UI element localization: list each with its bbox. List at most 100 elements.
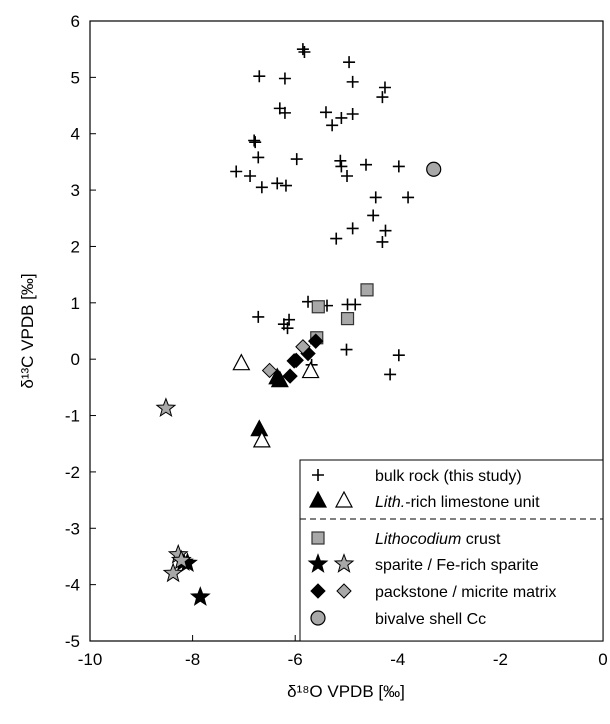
data-point (349, 298, 362, 311)
x-tick-label: -4 (390, 650, 405, 669)
legend-text: -rich limestone unit (405, 494, 540, 511)
data-point (261, 362, 278, 379)
legend-symbols (307, 469, 355, 626)
legend-entries: bulk rock (this study) Lith.-rich limesto… (375, 468, 556, 628)
y-tick-label: -1 (65, 407, 80, 426)
data-point (426, 161, 442, 177)
data-point (311, 300, 325, 314)
legend-entry-label: Lithocodium crust (375, 531, 501, 548)
data-point (376, 91, 389, 104)
data-point (282, 368, 298, 384)
data-point (376, 235, 389, 248)
data-point (253, 70, 266, 83)
data-point (244, 170, 257, 182)
legend-symbol (336, 583, 352, 599)
legend-italic-text: Lithocodium (375, 531, 461, 548)
data-point (279, 179, 292, 192)
data-point (335, 111, 348, 124)
data-point (277, 318, 290, 331)
data-point (346, 108, 359, 120)
legend-text: packstone / micrite matrix (375, 584, 556, 601)
legend-symbol (312, 469, 324, 481)
data-point (392, 349, 405, 362)
data-point (296, 43, 309, 56)
data-point (402, 191, 415, 204)
data-point (278, 106, 291, 119)
data-point (326, 119, 339, 132)
x-axis-ticks: -10 -8 -6 -4 -2 0 (78, 635, 608, 669)
legend-symbol (309, 490, 327, 508)
legend-text: bulk rock (this study) (375, 468, 522, 485)
data-point (343, 56, 356, 69)
data-point (334, 154, 347, 167)
x-tick-label: -6 (288, 650, 303, 669)
data-point (268, 367, 287, 385)
data-point (346, 75, 359, 88)
data-point (367, 209, 380, 222)
data-point (252, 310, 265, 323)
legend-symbol (310, 610, 326, 626)
data-point (248, 134, 261, 147)
data-point (301, 361, 320, 379)
series-group (155, 397, 192, 583)
y-axis-label: δ¹³C VPDB [‰] (18, 273, 37, 388)
data-point (369, 191, 382, 204)
series-group (310, 283, 374, 345)
data-point (249, 136, 262, 149)
legend-entry-label: bivalve shell Cc (375, 611, 486, 628)
legend: bulk rock (this study) Lith.-rich limesto… (299, 459, 604, 642)
legend-symbol (310, 583, 326, 599)
x-axis-label: δ¹⁸O VPDB [‰] (287, 682, 405, 701)
y-tick-label: 5 (71, 68, 80, 87)
data-point (319, 106, 332, 119)
data-point (335, 160, 348, 173)
legend-text: sparite / Fe-rich sparite (375, 557, 539, 574)
data-point (346, 222, 359, 235)
data-point (288, 352, 304, 369)
y-tick-label: 1 (71, 294, 80, 313)
legend-entry-label: Lith.-rich limestone unit (375, 494, 540, 511)
data-point (298, 46, 311, 58)
x-tick-label: -10 (78, 650, 103, 669)
data-point (255, 181, 268, 194)
data-point (359, 158, 372, 171)
x-tick-label: 0 (598, 650, 607, 669)
legend-entry-label: packstone / micrite matrix (375, 584, 556, 601)
data-point (250, 419, 269, 437)
data-point (252, 430, 271, 448)
series-group (250, 367, 289, 437)
data-point (378, 81, 391, 94)
data-point (384, 368, 397, 381)
y-tick-label: 4 (71, 125, 80, 144)
data-point (308, 333, 324, 349)
y-tick-label: -4 (65, 576, 80, 595)
data-point (340, 343, 353, 356)
legend-box (299, 459, 604, 642)
y-tick-label: 0 (71, 350, 80, 369)
y-tick-label: -3 (65, 519, 80, 538)
data-point (290, 153, 303, 166)
legend-text: crust (461, 531, 501, 548)
legend-symbol (335, 490, 353, 508)
data-point (330, 232, 343, 245)
data-point (341, 170, 354, 182)
legend-text: bivalve shell Cc (375, 611, 486, 628)
x-tick-label: -2 (493, 650, 508, 669)
data-point (189, 586, 211, 606)
data-point (392, 160, 405, 173)
y-axis-ticks: -5 -4 -3 -2 -1 0 1 2 3 4 5 6 (65, 12, 96, 651)
legend-entry-label: sparite / Fe-rich sparite (375, 557, 539, 574)
series-group (261, 339, 311, 379)
data-point (360, 283, 374, 297)
legend-entry-label: bulk rock (this study) (375, 468, 522, 485)
y-tick-label: 3 (71, 181, 80, 200)
x-tick-label: -8 (185, 650, 200, 669)
data-point (170, 549, 192, 570)
legend-symbol (307, 553, 329, 573)
data-point (232, 353, 251, 371)
series-group (426, 161, 442, 177)
data-point (252, 151, 265, 164)
data-point (379, 224, 392, 237)
y-tick-label: -2 (65, 463, 80, 482)
